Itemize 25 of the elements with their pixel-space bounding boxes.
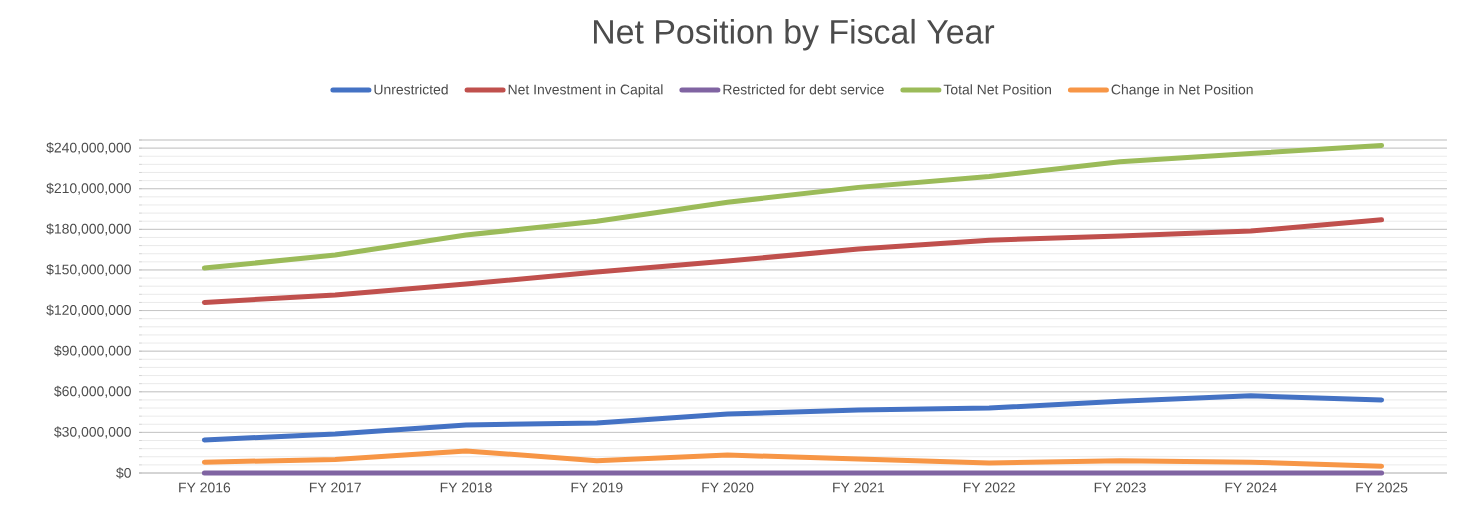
- x-tick-label: FY 2023: [1094, 482, 1146, 493]
- chart-title: Net Position by Fiscal Year: [594, 18, 995, 51]
- y-tick-label: $210,000,000: [46, 182, 131, 195]
- x-tick-label: FY 2025: [1356, 482, 1408, 493]
- x-tick-label: FY 2024: [1225, 482, 1277, 493]
- y-tick-label: $90,000,000: [54, 345, 131, 358]
- x-tick-label: FY 2021: [833, 482, 885, 493]
- x-tick-label: FY 2017: [309, 482, 361, 493]
- y-tick-label: $240,000,000: [46, 142, 131, 155]
- legend-label: Total Net Position: [943, 84, 1051, 95]
- y-tick-label: $0: [116, 467, 131, 479]
- legend-label: Restricted for debt service: [723, 84, 884, 95]
- y-tick-label: $120,000,000: [46, 304, 131, 317]
- y-tick-label: $60,000,000: [54, 385, 131, 398]
- x-tick-label: FY 2022: [963, 482, 1015, 493]
- y-tick-label: $30,000,000: [54, 426, 131, 439]
- x-tick-label: FY 2018: [440, 482, 492, 493]
- y-tick-label: $180,000,000: [46, 223, 131, 236]
- x-tick-label: FY 2019: [571, 482, 623, 493]
- x-tick-label: FY 2016: [179, 482, 231, 493]
- legend-label: Net Investment in Capital: [508, 84, 663, 98]
- y-tick-label: $150,000,000: [46, 263, 131, 276]
- legend-label: Change in Net Position: [1111, 84, 1253, 98]
- legend-label: Unrestricted: [374, 84, 448, 95]
- x-tick-label: FY 2020: [702, 482, 754, 493]
